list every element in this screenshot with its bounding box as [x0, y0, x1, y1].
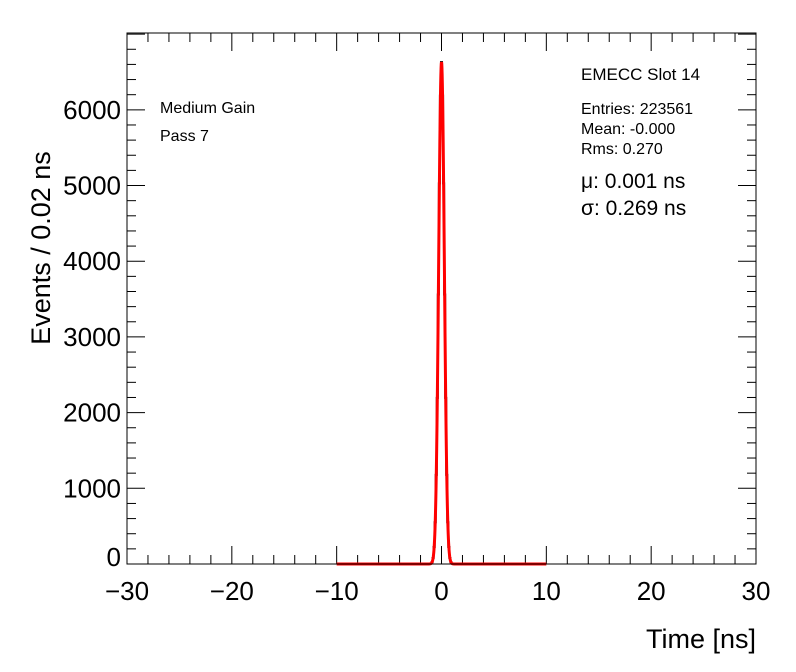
rms-stat: Rms: 0.270: [581, 141, 663, 158]
y-tick-label: 4000: [63, 246, 121, 276]
x-tick-label: −20: [210, 576, 254, 606]
fit-mu: μ: 0.001 ns: [581, 170, 685, 193]
x-axis-title: Time [ns]: [646, 624, 756, 654]
tick-labels: −30 −20 −10 0 10 20 30 0 1000 2000 3000 4000 5000 600…: [63, 95, 770, 606]
y-tick-label: 5000: [63, 171, 121, 201]
y-tick-label: 1000: [63, 473, 121, 503]
x-tick-label: 0: [434, 576, 448, 606]
y-tick-label: 3000: [63, 322, 121, 352]
x-tick-label: 30: [742, 576, 771, 606]
plot-frame: [126, 32, 757, 565]
chart-title: EMECC Slot 14: [581, 65, 700, 84]
gaussian-fit-line: [336, 61, 547, 566]
gain-label: Medium Gain: [160, 100, 255, 117]
histogram-line: [428, 61, 455, 565]
y-tick-label: 2000: [63, 398, 121, 428]
y-tick-label: 0: [107, 542, 121, 572]
x-tick-label: 20: [637, 576, 666, 606]
x-tick-label: −30: [105, 576, 149, 606]
fit-sigma: σ: 0.269 ns: [581, 197, 686, 220]
plot-marks: [336, 61, 547, 566]
y-axis-title: Events / 0.02 ns: [26, 151, 56, 345]
pass-label: Pass 7: [160, 128, 209, 145]
mean-stat: Mean: -0.000: [581, 121, 675, 138]
entries-stat: Entries: 223561: [581, 101, 693, 118]
y-tick-label: 6000: [63, 95, 121, 125]
x-tick-label: 10: [532, 576, 561, 606]
x-tick-label: −10: [315, 576, 359, 606]
